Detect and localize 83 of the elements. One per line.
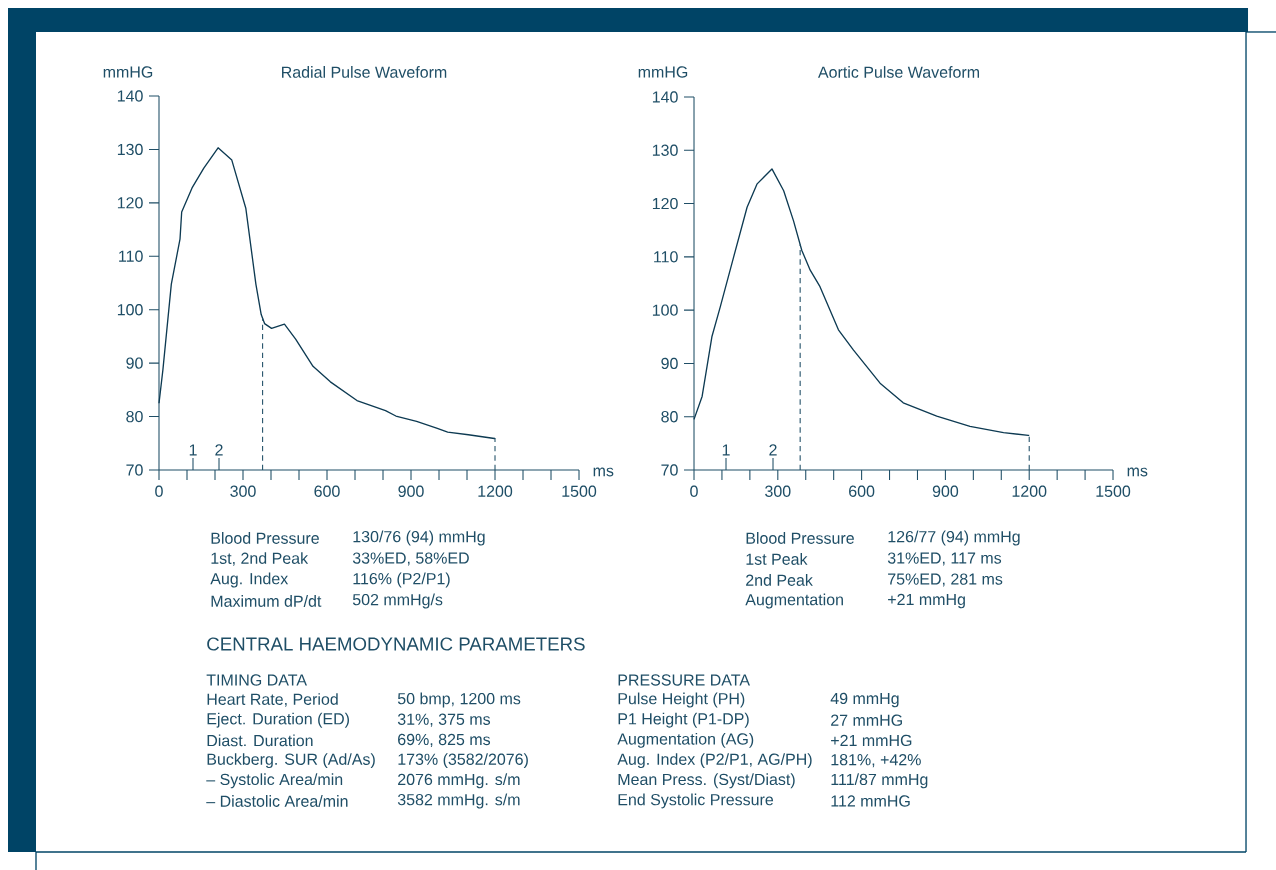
text: 181%, +42% (831, 753, 921, 768)
line-series (158, 147, 496, 440)
x-tick-label: 1500 (1096, 485, 1131, 497)
text: Diast. Duration (207, 734, 313, 747)
x-tick-label: 0 (155, 485, 163, 497)
y-tick-label: 130 (117, 143, 143, 156)
text: Blood Pressure (211, 532, 319, 544)
text: +21 mmHg (888, 593, 965, 609)
text: 3582 mmHg. s/m (397, 793, 520, 809)
y-tick-label: 70 (661, 464, 678, 476)
text: 173% (3582/2076) (398, 753, 528, 769)
text: Augmentation (AG) (617, 732, 754, 748)
text: Pulse Height (PH) (618, 692, 745, 708)
line-series (693, 168, 1030, 437)
x-tick-label: 300 (765, 485, 791, 497)
y-tick-label: 140 (117, 90, 143, 102)
annotation: 2 (215, 444, 223, 456)
y-tick-label: 80 (126, 410, 143, 423)
y-tick-label: 70 (126, 464, 143, 476)
text: 130/76 (94) mmHg (353, 530, 485, 546)
text: 31%, 375 ms (397, 713, 491, 727)
x-tick-label: 1200 (1012, 485, 1047, 497)
text: 1st Peak (746, 553, 808, 565)
x-tick-label: 600 (849, 485, 875, 497)
text: 75%ED, 281 ms (888, 573, 1003, 587)
text: 2076 mmHg. s/m (398, 773, 520, 789)
text: 69%, 825 ms (398, 733, 491, 747)
annotation: 2 (769, 444, 777, 456)
text: 50 bmp, 1200 ms (397, 692, 521, 708)
x-tick-label: 1500 (562, 485, 597, 497)
text: PRESSURE DATA (618, 674, 751, 686)
annotation: 1 (722, 444, 730, 456)
y-axis-title: mmHG (103, 66, 153, 78)
text: 1st, 2nd Peak (211, 552, 309, 566)
text: CENTRAL HAEMODYNAMIC PARAMETERS (207, 637, 585, 651)
text: 111/87 mmHg (831, 773, 928, 789)
text: Buckberg. SUR (Ad/As) (207, 753, 375, 769)
text: Aug. Index (P2/P1, AG/PH) (617, 753, 812, 769)
y-axis-title: mmHG (638, 66, 688, 78)
y-tick-label: 110 (119, 250, 143, 262)
text: – Systolic Area/min (206, 773, 343, 789)
x-axis-title: ms (593, 467, 614, 477)
y-tick-label: 140 (652, 91, 678, 103)
chart-title: Aortic Pulse Waveform (817, 66, 980, 78)
text: 33%ED, 58%ED (352, 552, 469, 566)
text: TIMING DATA (206, 674, 307, 686)
x-tick-label: 1200 (478, 485, 513, 497)
y-tick-label: 90 (661, 357, 678, 370)
text: Maximum dP/dt (211, 595, 322, 607)
y-tick-label: 120 (117, 197, 143, 209)
text: 49 mmHg (830, 692, 899, 708)
x-tick-label: 600 (314, 485, 340, 497)
y-tick-label: 100 (652, 304, 678, 316)
text: 126/77 (94) mmHg (888, 530, 1020, 546)
text: 502 mmHg/s (352, 593, 443, 609)
chart-title: Radial Pulse Waveform (282, 66, 447, 78)
text: End Systolic Pressure (618, 793, 774, 809)
text: 27 mmHG (831, 714, 902, 726)
text: +21 mmHG (831, 734, 912, 747)
x-tick-label: 900 (932, 485, 959, 497)
text: Augmentation (745, 593, 843, 609)
x-tick-label: 300 (230, 485, 256, 497)
text: 112 mmHG (831, 795, 910, 807)
y-tick-label: 120 (652, 197, 678, 210)
text: P1 Height (P1-DP) (618, 712, 749, 728)
x-axis-title: ms (1127, 467, 1148, 477)
text: Aug. Index (210, 572, 289, 588)
text: Mean Press. (Syst/Diast) (618, 773, 795, 789)
y-tick-label: 130 (652, 144, 678, 156)
y-tick-label: 90 (126, 357, 143, 369)
x-tick-label: 900 (398, 485, 424, 497)
y-tick-label: 110 (654, 251, 678, 263)
text: Heart Rate, Period (207, 693, 338, 707)
y-tick-label: 80 (661, 411, 678, 423)
text: – Diastolic Area/min (206, 795, 348, 807)
x-tick-label: 0 (690, 485, 698, 497)
text: Eject. Duration (ED) (207, 712, 349, 728)
text: 116% (P2/P1) (353, 572, 450, 588)
text: 31%ED, 117 ms (887, 552, 1002, 566)
annotation: 1 (189, 444, 197, 456)
text: Blood Pressure (746, 532, 854, 544)
text: 2nd Peak (746, 574, 813, 586)
y-tick-label: 100 (117, 304, 143, 316)
